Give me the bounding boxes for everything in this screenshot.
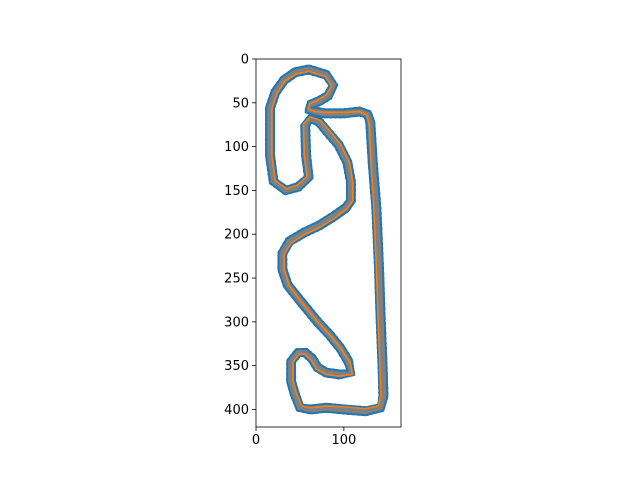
y-tick-label: 150: [224, 184, 249, 199]
y-tick-label: 0: [241, 53, 249, 68]
x-axis: 0 100: [252, 427, 356, 448]
y-tick-label: 200: [224, 228, 249, 243]
y-tick-label: 350: [224, 359, 249, 374]
y-axis: 0 50 100 150 200 250 300 350 400: [224, 53, 256, 418]
y-tick-label: 300: [224, 315, 249, 330]
y-tick-label: 100: [224, 140, 249, 155]
racing-line: [271, 70, 382, 410]
inner-boundary-line: [265, 64, 389, 417]
x-tick-label: 100: [331, 433, 356, 448]
outer-boundary-line: [273, 72, 381, 409]
track-surface: [266, 65, 388, 416]
plot-area: [255, 58, 402, 428]
y-tick-label: 400: [224, 403, 249, 418]
y-tick-label: 50: [232, 96, 249, 111]
plot-frame: [255, 58, 402, 428]
y-tick-label: 250: [224, 272, 249, 287]
x-tick-label: 0: [252, 433, 260, 448]
